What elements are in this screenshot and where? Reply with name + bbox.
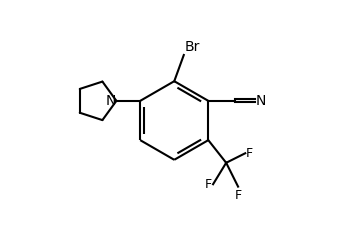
Text: F: F <box>205 178 212 191</box>
Text: Br: Br <box>185 40 200 54</box>
Text: N: N <box>256 94 266 108</box>
Text: F: F <box>246 147 253 160</box>
Text: N: N <box>105 94 116 108</box>
Text: F: F <box>235 189 242 202</box>
